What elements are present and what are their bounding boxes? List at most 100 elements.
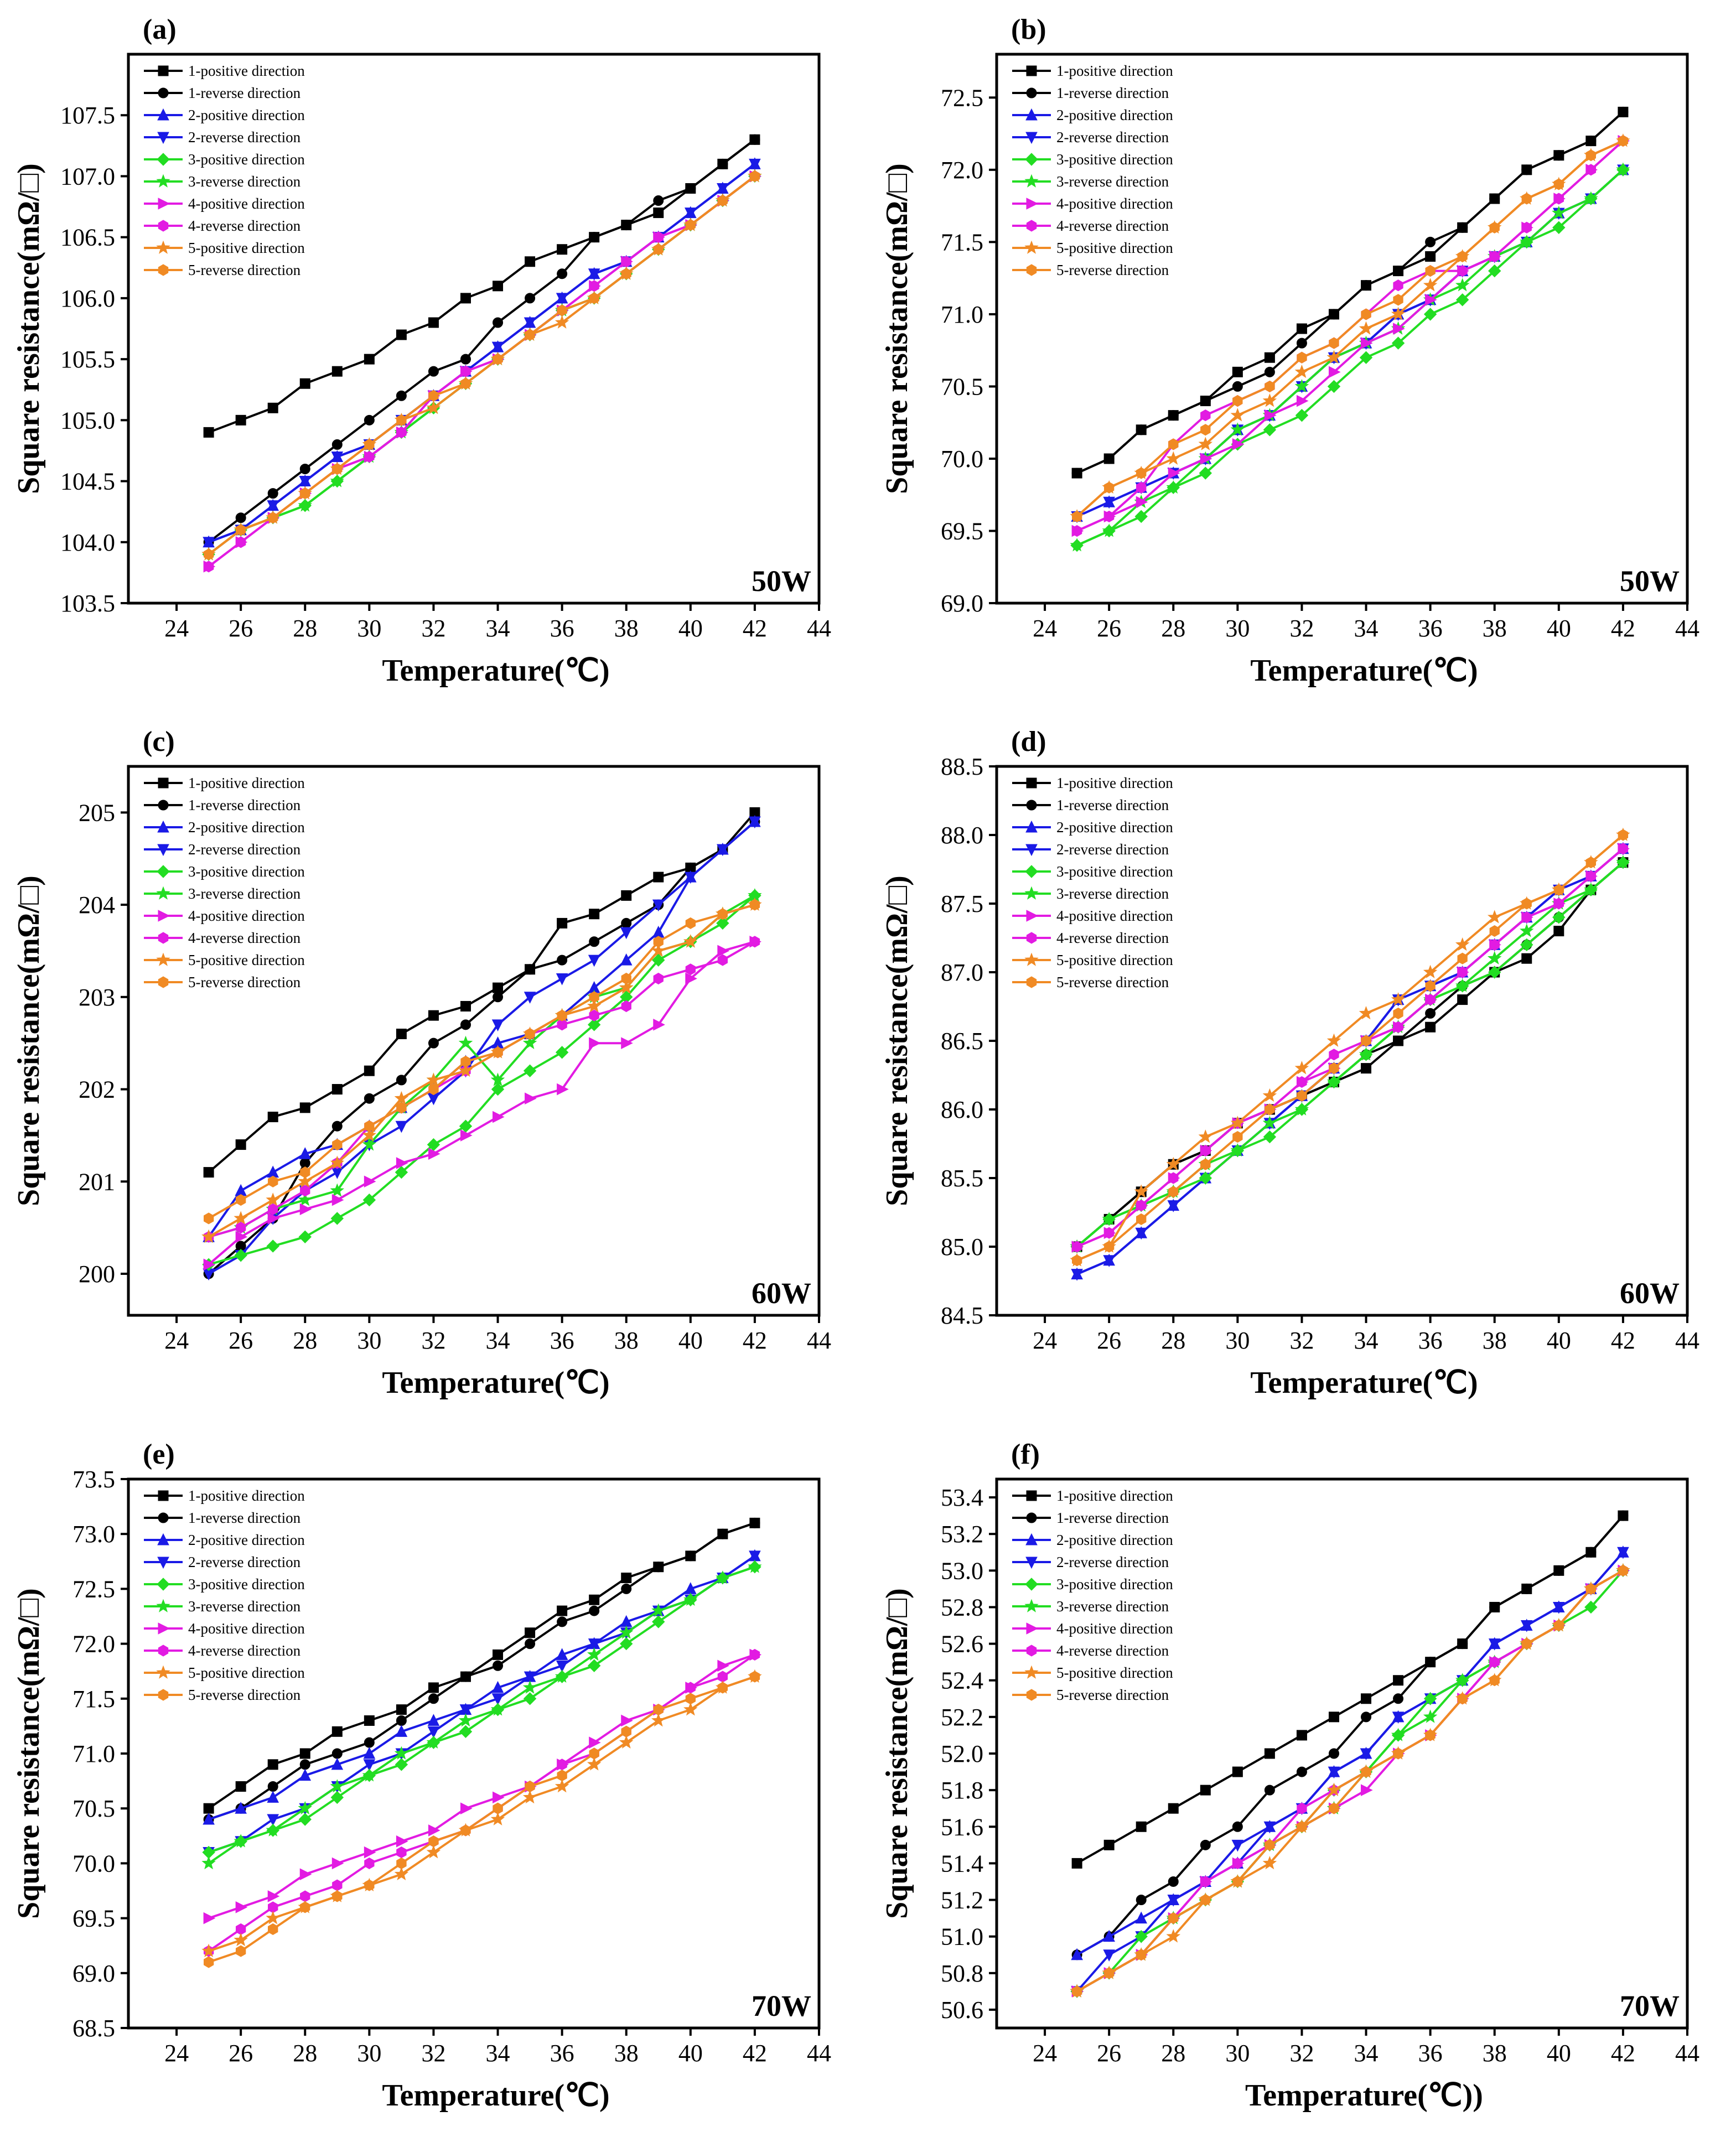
y-tick-label: 53.2 [941, 1521, 983, 1548]
data-point [525, 964, 536, 975]
x-axis-title: Temperature(℃)) [1245, 2078, 1483, 2113]
data-point [266, 1911, 280, 1925]
data-point [428, 1038, 439, 1049]
y-tick-label: 69.5 [941, 517, 983, 544]
y-tick-label: 107.0 [60, 163, 115, 190]
y-tick-label: 52.4 [941, 1667, 983, 1694]
x-tick-label: 34 [486, 1327, 510, 1354]
data-point [493, 1111, 505, 1123]
data-point [685, 963, 696, 976]
panel-label: (f) [1011, 1439, 1040, 1470]
y-tick-label: 200 [79, 1261, 115, 1288]
legend-label: 4-positive direction [188, 907, 305, 924]
data-point [1457, 250, 1468, 263]
x-tick-label: 42 [1611, 615, 1635, 642]
data-point [1585, 136, 1597, 147]
x-tick-label: 38 [1483, 615, 1507, 642]
data-point [1072, 1254, 1082, 1267]
data-point [1361, 1784, 1373, 1796]
data-point [493, 1046, 503, 1059]
data-point [1487, 951, 1502, 965]
data-point [1264, 1785, 1275, 1796]
data-point [493, 1660, 504, 1671]
data-point [1200, 1785, 1211, 1796]
x-tick-label: 34 [1354, 615, 1379, 642]
legend-label: 5-reverse direction [1056, 1687, 1169, 1703]
data-point [1104, 1967, 1115, 1979]
legend-marker [1026, 1689, 1037, 1701]
y-tick-label: 205 [79, 799, 115, 826]
data-point [236, 536, 246, 548]
data-point [621, 1000, 631, 1013]
data-point [717, 194, 728, 207]
series-line [208, 1565, 755, 1854]
data-point [1585, 1547, 1597, 1558]
data-point [653, 1562, 664, 1573]
data-point [267, 1814, 279, 1827]
series-3-positive-direction [202, 889, 761, 1272]
legend-marker [156, 240, 170, 254]
data-point [1327, 380, 1341, 393]
data-point [1521, 898, 1532, 910]
x-tick-label: 36 [1418, 615, 1443, 642]
data-point [396, 1075, 407, 1086]
legend-marker [158, 65, 169, 76]
data-point [717, 1682, 728, 1694]
data-point [330, 1791, 344, 1804]
series-2-positive-direction [203, 157, 761, 548]
x-tick-label: 38 [614, 1327, 639, 1354]
data-point [1136, 481, 1147, 494]
data-point [1423, 1709, 1438, 1723]
data-point [524, 992, 536, 1004]
data-point [1425, 994, 1436, 1006]
data-point [1265, 1103, 1275, 1116]
legend-marker [157, 108, 169, 121]
legend-label: 5-reverse direction [188, 1687, 301, 1703]
legend-marker [1026, 910, 1039, 922]
data-point [1134, 1184, 1148, 1198]
y-tick-label: 70.0 [941, 445, 983, 473]
data-point [236, 1945, 246, 1957]
data-point [557, 1759, 567, 1771]
data-point [749, 816, 761, 829]
data-point [749, 170, 760, 182]
data-point [203, 1258, 216, 1271]
data-point [1262, 1088, 1277, 1102]
y-tick-label: 202 [79, 1076, 115, 1103]
x-tick-label: 24 [164, 615, 189, 642]
data-point [460, 1671, 471, 1682]
data-point [428, 1148, 441, 1160]
series-line [1076, 139, 1624, 517]
series-5-reverse-direction [204, 170, 760, 561]
legend-label: 3-reverse direction [188, 173, 301, 190]
data-point [1553, 884, 1564, 896]
power-label: 50W [1620, 564, 1680, 598]
y-tick-label: 50.8 [941, 1960, 983, 1987]
data-point [1488, 1638, 1501, 1651]
x-tick-label: 30 [357, 615, 381, 642]
data-point [1296, 338, 1307, 349]
data-point [1230, 1143, 1245, 1157]
data-point [749, 1517, 760, 1528]
legend-marker [1025, 108, 1038, 121]
data-point [1200, 396, 1211, 407]
legend-label: 2-positive direction [1056, 107, 1173, 123]
data-point [1295, 408, 1309, 422]
series-line [1076, 111, 1624, 474]
data-point [235, 1802, 247, 1814]
data-point [525, 293, 536, 304]
data-point [459, 1725, 473, 1739]
data-point [1425, 251, 1436, 262]
data-point [1232, 438, 1245, 450]
x-tick-label: 44 [807, 1327, 831, 1354]
x-tick-label: 32 [421, 2040, 445, 2067]
data-point [1136, 1821, 1147, 1832]
data-point [201, 1229, 216, 1243]
legend-label: 1-reverse direction [1056, 797, 1169, 813]
data-point [1393, 266, 1404, 277]
data-point [460, 1824, 471, 1837]
data-point [428, 1693, 439, 1704]
chart-panel-e: (e) 24 26 28 30 32 34 36 38 40 42 44 68.5 69.0 69.5 70.… [0, 1425, 868, 2137]
data-point [1297, 1076, 1307, 1088]
data-point [1391, 1728, 1406, 1741]
